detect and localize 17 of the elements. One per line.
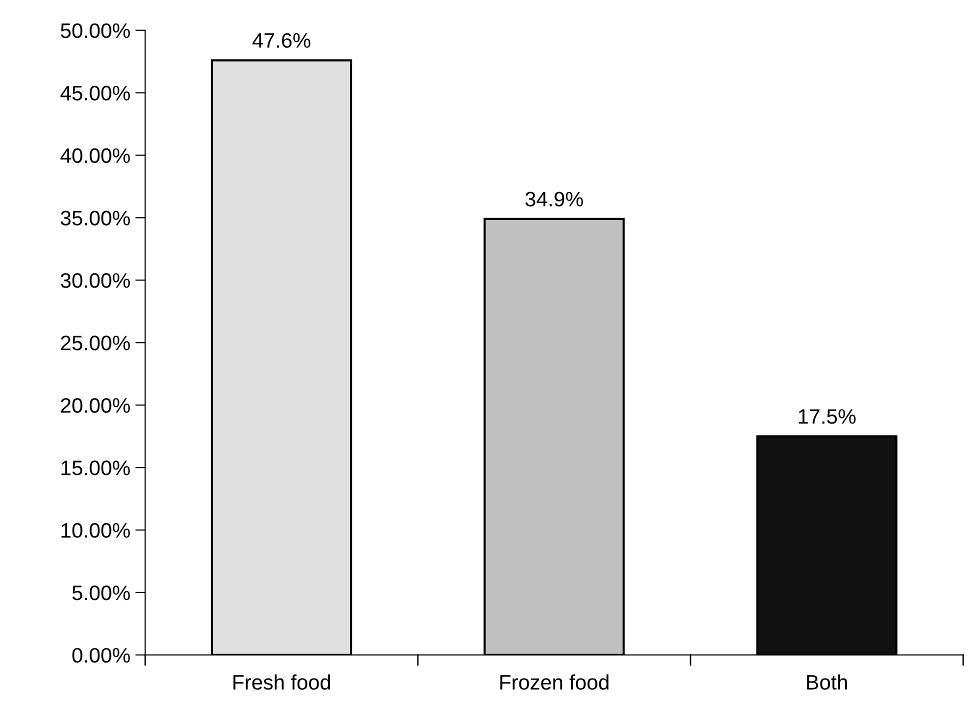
- data-label: 47.6%: [252, 33, 310, 48]
- x-tick-label: Frozen food: [500, 674, 608, 690]
- data-label: 17.5%: [798, 409, 856, 424]
- y-tick-label: 25.00%: [61, 336, 130, 350]
- x-tick-label: Fresh food: [233, 674, 330, 690]
- y-tick-label: 40.00%: [60, 148, 130, 163]
- y-tick-label: 20.00%: [61, 398, 130, 413]
- y-tick-label: 30.00%: [60, 273, 130, 288]
- x-tick-label: Both: [807, 674, 847, 690]
- y-tick-label: 0.00%: [72, 648, 130, 663]
- y-tick-label: 45.00%: [60, 86, 130, 101]
- data-label: 34.9%: [525, 192, 583, 206]
- y-tick-label: 50.00%: [60, 23, 130, 38]
- y-tick-label: 35.00%: [60, 210, 130, 226]
- y-tick-label: 15.00%: [62, 460, 130, 476]
- y-tick-label: 10.00%: [62, 523, 130, 538]
- y-tick-label: 5.00%: [72, 585, 130, 600]
